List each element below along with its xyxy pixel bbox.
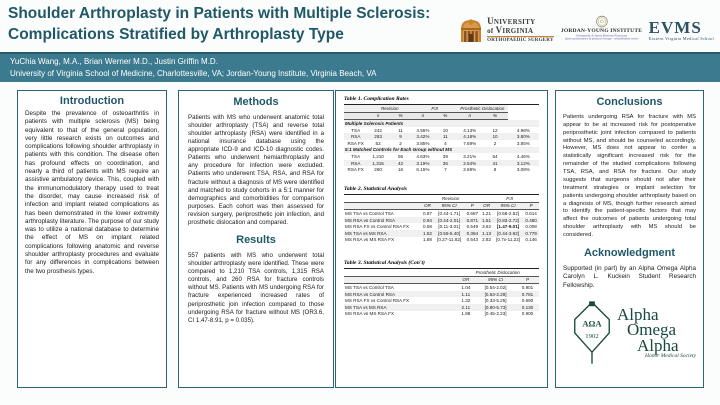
svg-text:1902: 1902 [585, 332, 598, 339]
svg-text:ΑΩΑ: ΑΩΑ [582, 318, 602, 328]
